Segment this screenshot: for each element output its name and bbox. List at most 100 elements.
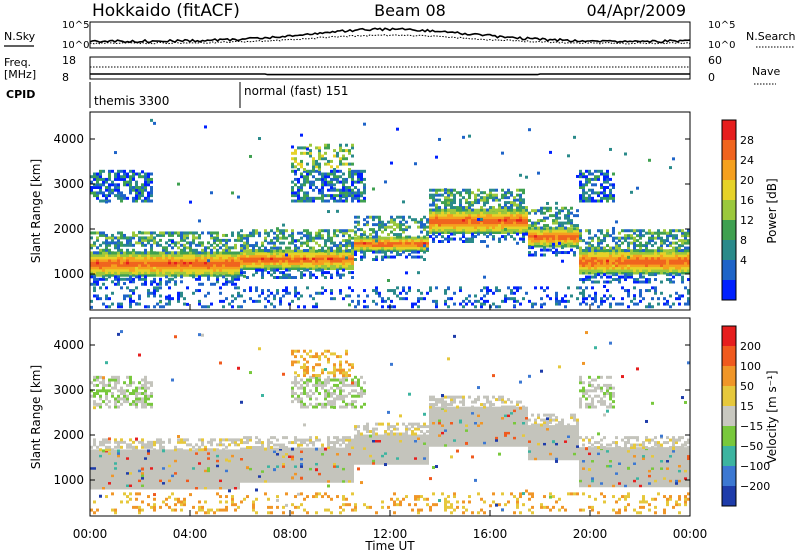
power-cell	[618, 278, 621, 282]
power-cell	[486, 196, 489, 200]
power-cell	[531, 239, 534, 243]
power-cell	[330, 159, 333, 163]
velocity-cell	[135, 456, 138, 460]
power-cell	[285, 257, 288, 261]
power-cell	[666, 278, 669, 282]
power-cell	[231, 253, 234, 257]
velocity-cell	[147, 394, 150, 398]
power-cell	[459, 289, 462, 293]
power-cell	[681, 266, 684, 270]
power-cell	[402, 289, 405, 293]
power-cell	[135, 266, 138, 270]
power-cell	[336, 165, 339, 169]
power-cell	[138, 275, 141, 279]
power-cell	[339, 289, 342, 293]
power-cell	[141, 175, 144, 179]
power-cell	[324, 241, 327, 245]
power-cell	[654, 251, 657, 255]
power-cell	[396, 241, 399, 245]
power-cell	[309, 234, 312, 238]
power-cell	[654, 249, 657, 253]
power-cell	[117, 261, 120, 265]
power-cell	[480, 223, 483, 227]
power-cell	[333, 257, 336, 261]
power-cell	[228, 266, 231, 270]
velocity-cell	[117, 464, 120, 468]
power-cell	[453, 221, 456, 225]
power-cell	[144, 271, 147, 275]
power-cell	[627, 273, 630, 277]
power-cell	[207, 305, 210, 309]
power-cell	[642, 266, 645, 270]
power-cell	[93, 186, 96, 189]
power-cell	[540, 219, 543, 223]
power-cell	[468, 218, 471, 222]
power-cell	[468, 134, 471, 138]
beam-title: Beam 08	[374, 1, 446, 20]
power-cell	[123, 253, 126, 257]
power-cell	[180, 273, 183, 277]
power-cell	[417, 220, 420, 224]
velocity-cell	[117, 400, 120, 404]
power-cell	[597, 305, 600, 309]
power-cell	[156, 256, 159, 260]
power-cell	[273, 252, 276, 256]
power-cell	[285, 236, 288, 240]
power-cell	[234, 271, 237, 275]
power-cell	[384, 180, 387, 184]
power-cell	[357, 175, 360, 179]
power-cell	[465, 198, 468, 202]
velocity-cell	[153, 476, 156, 480]
power-cell	[465, 221, 468, 225]
power-cell	[432, 188, 435, 192]
velocity-cell	[141, 459, 144, 463]
power-cell	[306, 180, 309, 184]
velocity-cell	[120, 445, 123, 449]
velocity-cell	[129, 378, 132, 382]
power-cell	[660, 254, 663, 258]
velocity-cell	[135, 454, 138, 458]
power-cell	[327, 159, 330, 163]
velocity-cell	[144, 451, 147, 455]
velocity-cell	[138, 474, 141, 478]
power-cell	[372, 250, 375, 254]
power-cell	[294, 276, 297, 279]
power-cell	[513, 198, 516, 202]
power-cell	[600, 299, 603, 303]
velocity-cell	[96, 403, 99, 407]
power-cell	[339, 257, 342, 261]
power-cell	[219, 261, 222, 265]
power-cell	[573, 135, 576, 139]
velocity-cell	[144, 459, 147, 463]
power-cell	[420, 236, 423, 240]
power-cell	[318, 196, 321, 200]
power-cell	[558, 221, 561, 225]
power-cell	[339, 180, 342, 184]
power-cell	[114, 188, 117, 192]
power-cell	[330, 246, 333, 250]
power-cell	[174, 261, 177, 265]
power-cell	[462, 299, 465, 303]
power-cell	[399, 220, 402, 224]
power-cell	[141, 277, 144, 281]
power-cell	[402, 241, 405, 245]
power-cell	[312, 159, 315, 163]
power-cell	[471, 218, 474, 222]
power-cell	[492, 196, 495, 200]
power-cell	[684, 264, 687, 268]
power-cell	[261, 271, 264, 275]
velocity-cell	[114, 438, 117, 442]
power-cell	[219, 246, 222, 250]
power-cell	[291, 276, 294, 279]
power-cell	[552, 237, 555, 241]
power-cell	[303, 249, 306, 252]
power-cell	[477, 223, 480, 227]
power-cell	[444, 203, 447, 207]
power-cell	[99, 251, 102, 255]
velocity-cell	[162, 456, 165, 460]
power-cell	[468, 223, 471, 227]
power-cell	[132, 256, 135, 260]
power-cell	[171, 233, 174, 237]
power-cell	[486, 226, 489, 230]
